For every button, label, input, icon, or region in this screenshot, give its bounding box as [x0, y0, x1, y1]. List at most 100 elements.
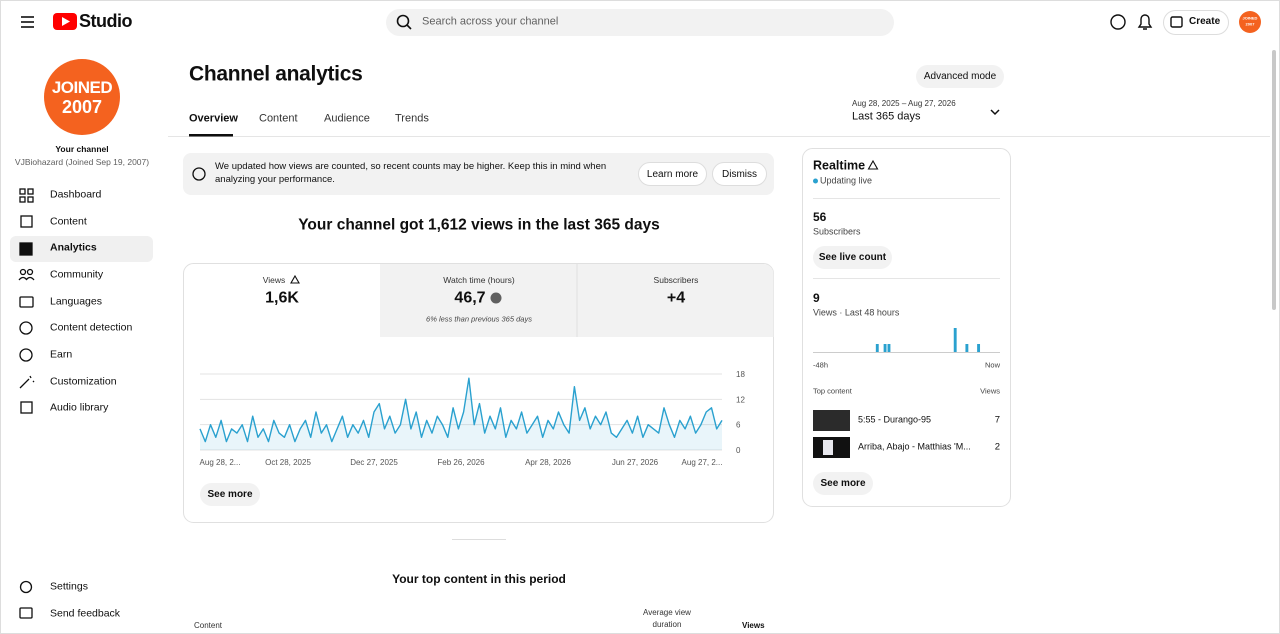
tab-indicator: [189, 134, 233, 137]
column-header[interactable]: Average view duration: [643, 608, 691, 629]
x-tick-label: Aug 28, 2...: [200, 458, 241, 467]
menu-icon[interactable]: [21, 16, 34, 28]
views-column-label: Views: [980, 386, 1000, 396]
nav-active-bg: [10, 236, 153, 262]
x-tick-label: Now: [984, 360, 1000, 370]
views-label: Views · Last 48 hours: [813, 307, 900, 318]
metric-label[interactable]: Views: [262, 274, 286, 285]
logo-text[interactable]: Studio: [79, 11, 133, 32]
search-box[interactable]: [386, 9, 894, 36]
y-tick-label: 6: [736, 421, 741, 430]
subscriber-count: 56: [813, 209, 827, 224]
nav-item[interactable]: Settings: [50, 580, 88, 593]
top-content-label: Top content: [813, 386, 852, 396]
info-icon: [192, 167, 206, 181]
account-avatar[interactable]: [1239, 11, 1261, 33]
tab[interactable]: Audience: [324, 112, 370, 125]
x-tick-label: Apr 28, 2026: [525, 458, 571, 467]
avatar-text: 2007: [61, 97, 103, 118]
realtime-card: [802, 148, 1011, 507]
video-views: 7: [994, 414, 1000, 426]
bar: [965, 344, 969, 352]
tab[interactable]: Content: [259, 112, 298, 125]
column-header[interactable]: Content: [194, 621, 223, 631]
metric-value[interactable]: 46,7: [454, 289, 486, 307]
down-icon: [490, 292, 502, 304]
thumbnail[interactable]: [813, 410, 850, 431]
thumbnail-detail: [823, 440, 833, 455]
section-title: Your top content in this period: [392, 571, 566, 586]
realtime-status: Updating live: [820, 175, 873, 186]
x-tick-label: Oct 28, 2025: [265, 458, 311, 467]
see-live-count-button[interactable]: See live count: [813, 246, 892, 269]
subscriber-label: Subscribers: [813, 226, 861, 237]
nav-item[interactable]: Content: [50, 215, 87, 228]
notice-text: We updated how views are counted, so rec…: [215, 161, 607, 185]
logo-play: [62, 17, 70, 26]
video-views: 2: [994, 441, 1000, 453]
nav-item[interactable]: Send feedback: [50, 607, 121, 620]
notice-box: [183, 153, 774, 195]
avatar-text: 2007: [1245, 21, 1255, 27]
metric-value[interactable]: 1,6K: [265, 289, 299, 307]
scrollbar[interactable]: [1272, 50, 1276, 310]
video-title[interactable]: Arriba, Abajo - Matthias 'M...: [858, 441, 971, 452]
create-label[interactable]: Create: [1189, 16, 1221, 27]
channel-avatar[interactable]: [44, 59, 120, 135]
date-range[interactable]: Aug 28, 2025 – Aug 27, 2026: [852, 99, 956, 109]
bar: [875, 344, 879, 352]
x-tick-label: Feb 26, 2026: [437, 458, 485, 467]
metric-label[interactable]: Subscribers: [653, 274, 699, 285]
y-tick-label: 0: [736, 446, 741, 455]
metric-note: 6% less than previous 365 days: [426, 314, 532, 324]
metric-label[interactable]: Watch time (hours): [443, 274, 515, 285]
tab[interactable]: Overview: [189, 112, 238, 125]
nav-item[interactable]: Content detection: [50, 321, 133, 334]
date-chevron[interactable]: [990, 109, 1000, 116]
create-icon: [1170, 16, 1183, 28]
x-tick-label: -48h: [813, 360, 829, 370]
x-tick-label: Aug 27, 2...: [682, 458, 723, 467]
warning-icon: [867, 159, 879, 170]
line: [199, 377, 723, 443]
views-count: 9: [813, 290, 820, 305]
nav-item[interactable]: Analytics: [50, 241, 97, 254]
page-title: Channel analytics: [189, 62, 363, 86]
see-more-button[interactable]: See more: [813, 472, 873, 495]
column-header[interactable]: Views: [742, 621, 765, 631]
avatar-text: JOINED: [51, 77, 113, 97]
nav-item[interactable]: Earn: [50, 348, 73, 361]
nav-item[interactable]: Dashboard: [50, 188, 102, 201]
bell-icon[interactable]: [1137, 14, 1153, 30]
warning-icon: [290, 274, 300, 284]
channel-label: Your channel: [55, 143, 109, 154]
y-tick-label: 12: [736, 395, 745, 404]
tab[interactable]: Trends: [395, 112, 429, 125]
y-tick-label: 18: [736, 370, 745, 379]
advanced-mode-button[interactable]: Advanced mode: [916, 65, 1004, 88]
metric-value[interactable]: +4: [666, 289, 686, 307]
bar: [883, 344, 887, 352]
avatar-text: JOINED: [1242, 15, 1258, 21]
dismiss-button[interactable]: Dismiss: [712, 162, 767, 186]
help-icon[interactable]: [1110, 14, 1126, 30]
video-title[interactable]: 5:55 - Durango-95: [858, 414, 932, 425]
live-dot: [813, 178, 818, 184]
period[interactable]: Last 365 days: [852, 110, 921, 123]
nav-item[interactable]: Languages: [50, 295, 102, 308]
x-tick-label: Jun 27, 2026: [612, 458, 659, 467]
area: [200, 378, 722, 450]
realtime-title: Realtime: [813, 158, 866, 173]
see-more-button[interactable]: See more: [200, 483, 260, 506]
headline: Your channel got 1,612 views in the last…: [298, 216, 660, 234]
bar: [977, 344, 981, 352]
nav-item[interactable]: Community: [50, 268, 104, 281]
bar: [953, 328, 957, 352]
nav-icons: [18, 188, 35, 619]
channel-name: VJBiohazard (Joined Sep 19, 2007): [14, 156, 150, 167]
nav-item[interactable]: Audio library: [50, 401, 109, 414]
nav-item[interactable]: Customization: [50, 375, 117, 388]
learn-more-button[interactable]: Learn more: [638, 162, 707, 186]
search-placeholder[interactable]: Search across your channel: [422, 15, 559, 28]
